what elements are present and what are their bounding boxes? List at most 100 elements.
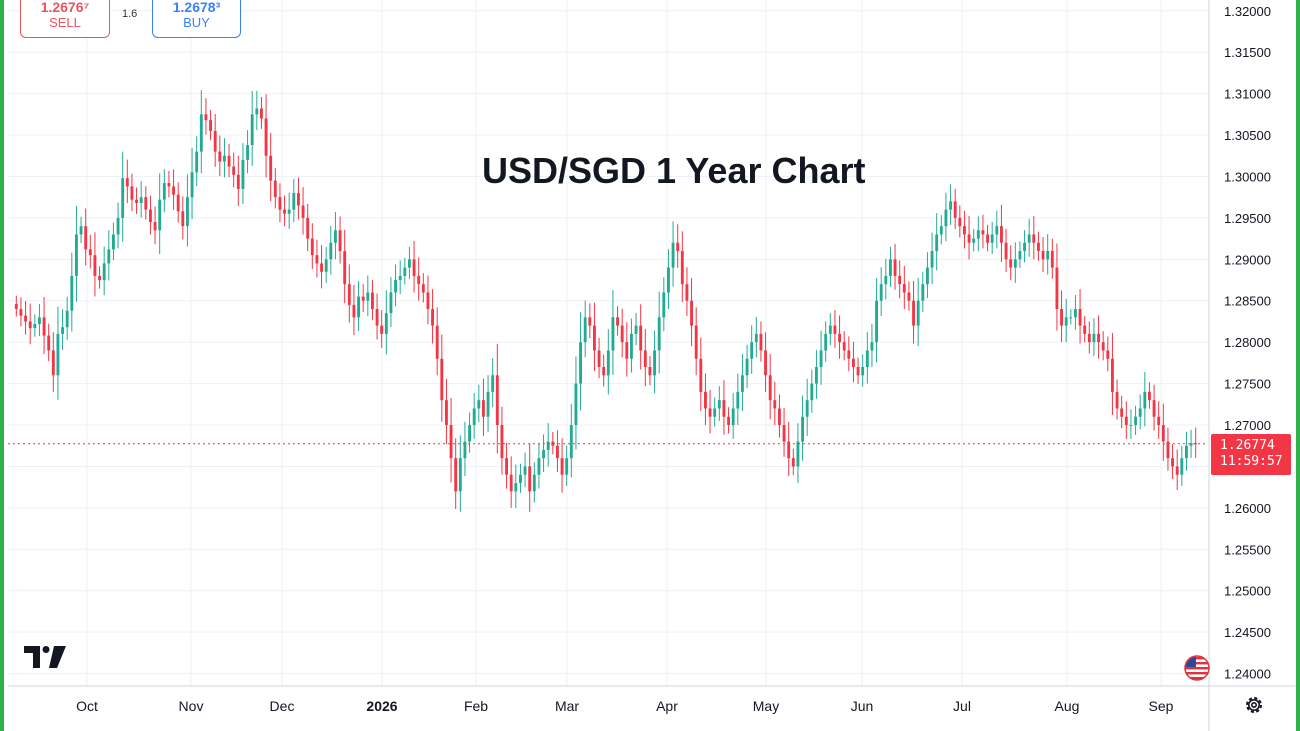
last-price-value: 1.26774	[1220, 438, 1275, 453]
candle	[653, 330, 656, 394]
candle	[273, 168, 277, 209]
candle-body	[787, 441, 791, 459]
candle-body	[1064, 317, 1068, 326]
candle-body	[1157, 416, 1161, 426]
candle	[865, 332, 869, 384]
candle	[907, 281, 911, 311]
candle-body	[1092, 333, 1096, 343]
candle-body	[847, 350, 851, 359]
candle-body	[884, 275, 888, 285]
candle	[153, 206, 157, 245]
candle	[588, 303, 592, 339]
candle-body	[630, 333, 633, 359]
candle	[884, 258, 888, 300]
candle-body	[158, 199, 162, 231]
candle	[112, 222, 115, 261]
candle-body	[708, 408, 712, 417]
candle-body	[61, 327, 64, 334]
candle-countdown: 11:59:57	[1220, 454, 1283, 469]
candle-body	[805, 400, 809, 417]
candle-body	[24, 315, 27, 322]
candle	[949, 184, 952, 225]
candle-body	[722, 400, 726, 417]
candle-body	[1037, 242, 1040, 252]
candle-body	[759, 333, 763, 351]
candle-body	[990, 234, 994, 243]
candle	[130, 173, 134, 212]
candle	[500, 406, 504, 475]
buy-button[interactable]: 1.2678³ BUY	[152, 0, 241, 38]
candle	[1185, 431, 1188, 471]
candle	[125, 159, 129, 204]
candle	[107, 230, 111, 281]
us-flag-icon[interactable]	[1184, 655, 1210, 681]
y-tick-label: 1.28500	[1224, 294, 1271, 309]
candle-body	[144, 197, 148, 210]
x-tick-label: Feb	[464, 698, 488, 714]
candle	[260, 96, 263, 129]
tradingview-logo-icon[interactable]	[24, 646, 66, 668]
candle	[227, 143, 231, 178]
y-tick-label: 1.27500	[1224, 377, 1271, 392]
candle-body	[56, 333, 60, 376]
candle-body	[1060, 309, 1063, 326]
candle	[1032, 215, 1036, 260]
candle	[667, 249, 670, 309]
y-tick-label: 1.24500	[1224, 625, 1271, 640]
candle-body	[223, 155, 226, 162]
candle-body	[153, 222, 157, 231]
candle-body	[856, 367, 860, 376]
candle-body	[426, 292, 430, 310]
candle	[782, 408, 786, 457]
candle-body	[685, 284, 689, 301]
candle-body	[1175, 466, 1179, 475]
candle-body	[625, 342, 629, 359]
candle-body	[435, 325, 439, 359]
candle-body	[773, 400, 777, 409]
candle-body	[583, 317, 587, 343]
candle	[1111, 333, 1114, 415]
candle	[398, 260, 402, 295]
candle	[875, 278, 878, 363]
candle	[93, 232, 97, 297]
candle	[287, 192, 291, 230]
candle	[597, 338, 601, 379]
candle	[528, 443, 532, 512]
candle	[102, 246, 106, 296]
x-tick-label: Nov	[179, 698, 204, 714]
sell-button[interactable]: 1.2676⁷ SELL	[20, 0, 110, 38]
candle	[301, 187, 305, 235]
candle	[759, 321, 763, 362]
gear-icon[interactable]	[1243, 694, 1265, 716]
candle-body	[1148, 391, 1151, 401]
candle-body	[324, 259, 328, 272]
candle	[509, 456, 513, 508]
candle	[1143, 371, 1147, 427]
candle-body	[537, 458, 541, 475]
candle	[472, 393, 476, 439]
candle-body	[514, 483, 518, 492]
candle	[1041, 237, 1045, 272]
candle-body	[181, 211, 185, 227]
candle	[921, 271, 925, 312]
candle-body	[255, 108, 259, 115]
candle-body	[579, 342, 582, 384]
candle	[352, 284, 356, 336]
candle-body	[250, 114, 254, 145]
candle	[583, 300, 587, 358]
candle-body	[671, 242, 675, 268]
candle-body	[796, 441, 800, 467]
candle-body	[1138, 408, 1142, 417]
candle-body	[588, 317, 592, 326]
candle-body	[486, 391, 490, 417]
candle	[505, 442, 508, 489]
candle	[121, 151, 125, 242]
candle	[449, 397, 453, 483]
candle	[981, 214, 985, 249]
candle	[602, 354, 606, 387]
candle-body	[33, 323, 37, 329]
candle-body	[162, 183, 166, 200]
candle	[158, 173, 162, 254]
candle	[1189, 429, 1193, 458]
candle	[269, 132, 273, 202]
